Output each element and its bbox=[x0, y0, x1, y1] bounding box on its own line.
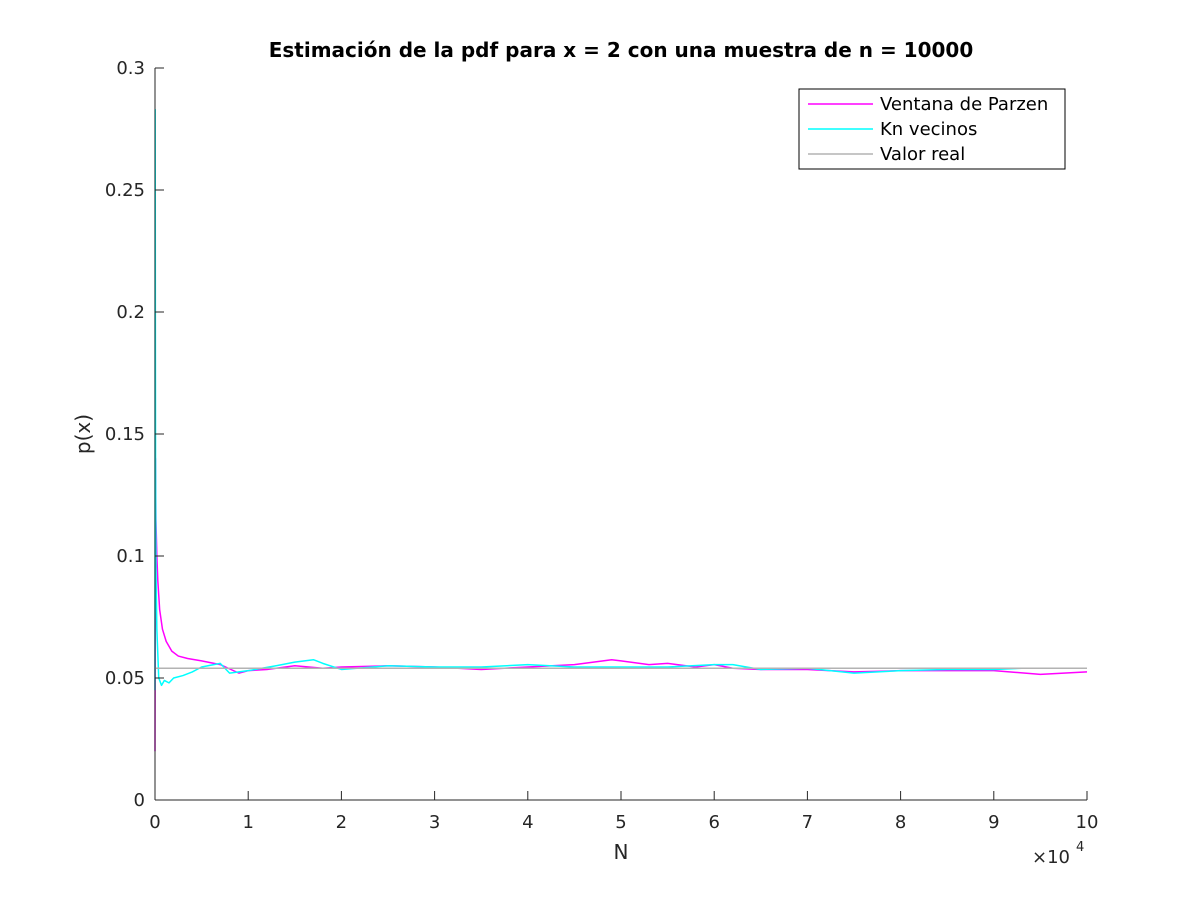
x-tick-label: 7 bbox=[802, 812, 813, 833]
x-tick-label: 6 bbox=[708, 812, 719, 833]
x-tick-label: 3 bbox=[429, 812, 440, 833]
series-layer bbox=[154, 108, 1088, 752]
x-tick-label: 2 bbox=[336, 812, 347, 833]
y-tick-label: 0.2 bbox=[116, 302, 145, 323]
x-exponent-prefix: ×10 bbox=[1032, 847, 1070, 868]
x-tick-label: 10 bbox=[1076, 812, 1099, 833]
x-tick-label: 9 bbox=[988, 812, 999, 833]
legend-items: Ventana de Parzen Kn vecinos Valor real bbox=[808, 94, 1048, 165]
x-tick-label: 5 bbox=[615, 812, 626, 833]
y-tick-label: 0.25 bbox=[105, 180, 145, 201]
x-exponent-power: 4 bbox=[1076, 840, 1084, 855]
legend-label-2: Kn vecinos bbox=[880, 119, 977, 140]
y-tick-label: 0 bbox=[134, 790, 145, 811]
x-tick-label: 8 bbox=[895, 812, 906, 833]
legend-label-1: Ventana de Parzen bbox=[880, 94, 1048, 115]
y-tick-label: 0.05 bbox=[105, 668, 145, 689]
x-exponent: ×10 4 bbox=[1032, 840, 1084, 868]
chart-title: Estimación de la pdf para x = 2 con una … bbox=[269, 38, 974, 62]
x-tick-label: 4 bbox=[522, 812, 533, 833]
legend-label-3: Valor real bbox=[880, 144, 965, 165]
y-axis-label: p(x) bbox=[71, 414, 95, 454]
x-axis-label: N bbox=[614, 840, 629, 864]
ticks-layer: 0 1 2 3 4 5 6 7 8 9 10 0 0.05 0.1 0.15 0.2 0.25 0.3 bbox=[105, 58, 1099, 833]
y-tick-label: 0.15 bbox=[105, 424, 145, 445]
x-tick-label: 0 bbox=[149, 812, 160, 833]
y-tick-label: 0.3 bbox=[116, 58, 145, 79]
legend: Ventana de Parzen Kn vecinos Valor real bbox=[798, 88, 1066, 170]
plot-area bbox=[155, 68, 1087, 800]
x-tick-label: 1 bbox=[242, 812, 253, 833]
y-tick-label: 0.1 bbox=[116, 546, 145, 567]
